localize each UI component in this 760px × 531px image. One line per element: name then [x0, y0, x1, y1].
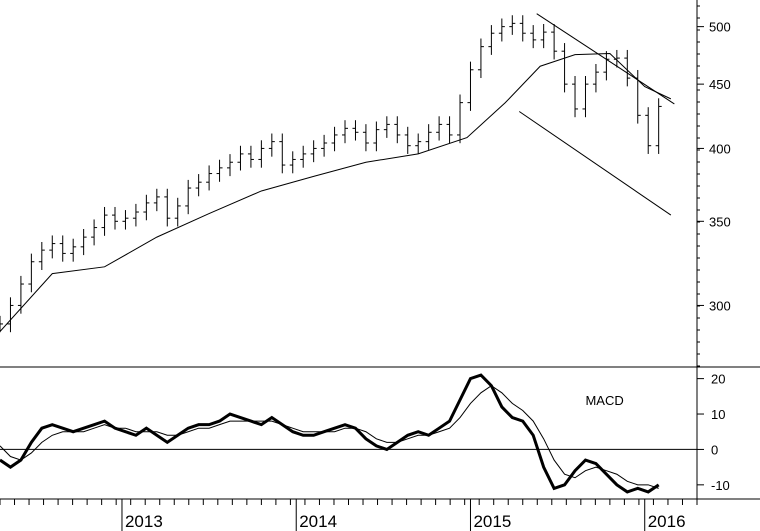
x-axis: 2013 2014 2015 2016: [0, 498, 760, 531]
price-ytick-label: 350: [709, 214, 731, 229]
price-panel: 300 350 400 450 500: [0, 0, 760, 499]
xtick-label: 2016: [648, 512, 686, 531]
macd-line: [0, 373, 660, 494]
price-ytick-label: 500: [709, 20, 731, 35]
macd-ytick-label: 0: [711, 442, 718, 457]
macd-ytick-label: 10: [711, 407, 725, 422]
xtick-label: 2013: [125, 512, 163, 531]
macd-ytick-label: -10: [711, 478, 730, 493]
price-ytick-label: 300: [709, 298, 731, 313]
macd-ytick-label: 20: [711, 372, 725, 387]
price-ytick-label: 400: [709, 141, 731, 156]
xtick-label: 2014: [299, 512, 337, 531]
price-ytick-label: 450: [709, 77, 731, 92]
macd-panel: -10 0 10 20 MACD: [0, 372, 730, 494]
macd-signal-line: [0, 385, 659, 489]
channel-upper-line: [536, 13, 675, 105]
macd-title: MACD: [585, 393, 623, 408]
channel-lower-line: [518, 111, 672, 216]
moving-average-line: [0, 52, 672, 332]
xtick-label: 2015: [473, 512, 511, 531]
